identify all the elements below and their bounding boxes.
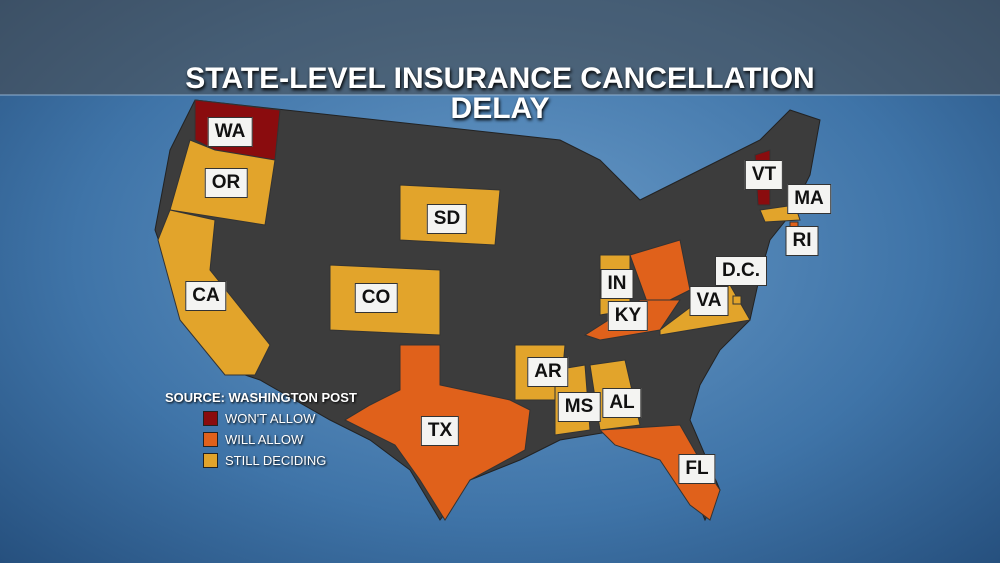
legend-swatch xyxy=(203,432,218,447)
legend-item: WON'T ALLOW xyxy=(203,411,357,426)
state-label: MA xyxy=(787,184,831,214)
state-label: OR xyxy=(204,168,248,198)
state-label: CA xyxy=(185,281,227,311)
state-label: IN xyxy=(600,269,634,299)
state-label: AL xyxy=(602,388,642,418)
legend-item: WILL ALLOW xyxy=(203,432,357,447)
state-label: CO xyxy=(354,283,398,313)
legend: SOURCE: WASHINGTON POST WON'T ALLOW WILL… xyxy=(165,390,357,468)
source: SOURCE: WASHINGTON POST xyxy=(165,390,357,405)
canada xyxy=(0,0,1000,95)
state-label: VT xyxy=(744,160,784,190)
state-label: SD xyxy=(426,204,468,234)
state-label: WA xyxy=(207,117,253,147)
state-label: VA xyxy=(689,286,729,316)
legend-swatch xyxy=(203,411,218,426)
legend-swatch xyxy=(203,453,218,468)
title: STATE-LEVEL INSURANCE CANCELLATION DELAY xyxy=(185,62,815,125)
state-shape xyxy=(598,424,721,521)
legend-label: STILL DECIDING xyxy=(225,453,327,468)
legend-label: WON'T ALLOW xyxy=(225,411,316,426)
state-label: D.C. xyxy=(715,256,767,286)
state-label: AR xyxy=(527,357,569,387)
state-label: RI xyxy=(785,226,819,256)
state-label: KY xyxy=(607,301,649,331)
legend-label: WILL ALLOW xyxy=(225,432,304,447)
state-shape xyxy=(732,295,742,305)
legend-item: STILL DECIDING xyxy=(203,453,357,468)
state-label: TX xyxy=(420,416,460,446)
state-label: FL xyxy=(678,454,716,484)
state-label: MS xyxy=(557,392,601,422)
